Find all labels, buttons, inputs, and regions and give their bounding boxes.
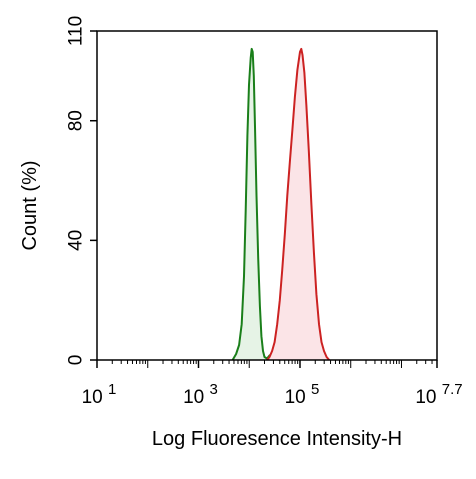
series-1-fill xyxy=(267,48,330,361)
y-tick-label-1: 40 xyxy=(66,230,87,251)
series-1-line xyxy=(266,47,330,361)
x-axis-label: Log Fluoresence Intensity-H xyxy=(152,428,402,450)
x-tick-label-3: 10 7.7 xyxy=(415,381,462,408)
x-tick-label-0: 10 1 xyxy=(82,381,117,408)
y-axis-ticks: 0 40 80 110 xyxy=(66,16,97,366)
x-tick-label-1: 10 3 xyxy=(183,381,218,408)
x-axis-ticks: 10 1 10 3 10 5 10 7.7 xyxy=(82,360,463,408)
x-tick-label-2: 10 5 xyxy=(285,381,320,408)
y-axis-label: Count (%) xyxy=(19,160,41,250)
y-tick-label-3: 110 xyxy=(66,16,87,46)
x-minor-ticks xyxy=(96,360,438,368)
y-tick-label-2: 80 xyxy=(66,110,87,131)
y-tick-label-0: 0 xyxy=(66,355,87,366)
plot-frame xyxy=(96,30,438,361)
series-layer xyxy=(231,47,330,361)
